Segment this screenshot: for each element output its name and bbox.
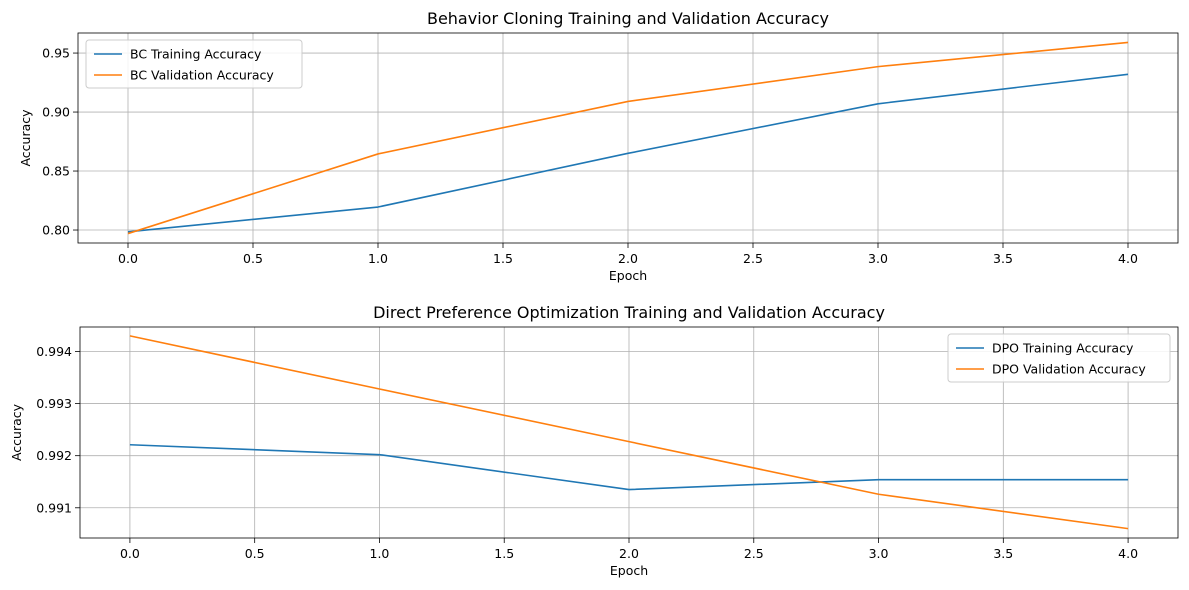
- plot-frame: [77, 32, 1179, 244]
- x-tick-label: 1.5: [493, 251, 513, 266]
- chart-title: Behavior Cloning Training and Validation…: [427, 9, 829, 28]
- x-tick-label: 0.5: [243, 251, 263, 266]
- chart-2: 0.0 0.5 1.0 1.5 2.0 2.5 3.0 3.5 4.0 0.991 0.992 0.9…: [9, 303, 1179, 578]
- x-tick-label: 1.0: [368, 251, 388, 266]
- chart-1: 0.0 0.5 1.0 1.5 2.0 2.5 3.0 3.5 4.0 0.80 0.85 0.90 0…: [18, 9, 1179, 283]
- x-tick-label: 2.0: [619, 546, 639, 561]
- legend-label-2: DPO Validation Accuracy: [992, 362, 1146, 377]
- series-line-2: [127, 41, 1129, 235]
- y-tick-label: 0.90: [42, 105, 70, 120]
- series-line-1: [127, 73, 1129, 233]
- y-tick-label: 0.992: [36, 448, 72, 463]
- x-tick-label: 0.5: [245, 546, 265, 561]
- series-line-1: [129, 443, 1129, 491]
- x-tick-label: 2.5: [744, 546, 764, 561]
- y-tick-label: 0.85: [42, 164, 70, 179]
- x-tick-label: 3.5: [993, 546, 1013, 561]
- x-tick-label: 4.0: [1118, 251, 1138, 266]
- y-axis-label: Accuracy: [18, 109, 33, 167]
- x-axis-label: Epoch: [609, 268, 647, 283]
- legend: BC Training Accuracy BC Validation Accura…: [85, 39, 303, 89]
- plot-frame: [79, 326, 1179, 539]
- series-line-2: [129, 335, 1129, 530]
- legend-box: [85, 39, 303, 89]
- y-tick-label: 0.994: [36, 344, 72, 359]
- legend-label-2: BC Validation Accuracy: [130, 68, 274, 83]
- x-tick-label: 2.0: [618, 251, 638, 266]
- x-axis-label: Epoch: [610, 563, 648, 578]
- chart-title: Direct Preference Optimization Training …: [373, 303, 885, 322]
- legend-label-1: BC Training Accuracy: [130, 47, 262, 62]
- legend-box: [947, 333, 1171, 383]
- x-tick-label: 3.0: [868, 251, 888, 266]
- y-axis-label: Accuracy: [9, 403, 24, 461]
- x-tick-label: 0.0: [120, 546, 140, 561]
- y-tick-label: 0.80: [42, 223, 70, 238]
- y-tick-label: 0.95: [42, 46, 70, 61]
- x-tick-label: 3.5: [993, 251, 1013, 266]
- legend: DPO Training Accuracy DPO Validation Accu…: [947, 333, 1171, 383]
- x-tick-label: 4.0: [1118, 546, 1138, 561]
- x-tick-label: 0.0: [118, 251, 138, 266]
- x-tick-label: 1.5: [494, 546, 514, 561]
- y-tick-label: 0.991: [36, 500, 72, 515]
- x-tick-label: 1.0: [370, 546, 390, 561]
- y-tick-label: 0.993: [36, 396, 72, 411]
- legend-label-1: DPO Training Accuracy: [992, 341, 1134, 356]
- x-tick-label: 3.0: [869, 546, 889, 561]
- x-tick-label: 2.5: [743, 251, 763, 266]
